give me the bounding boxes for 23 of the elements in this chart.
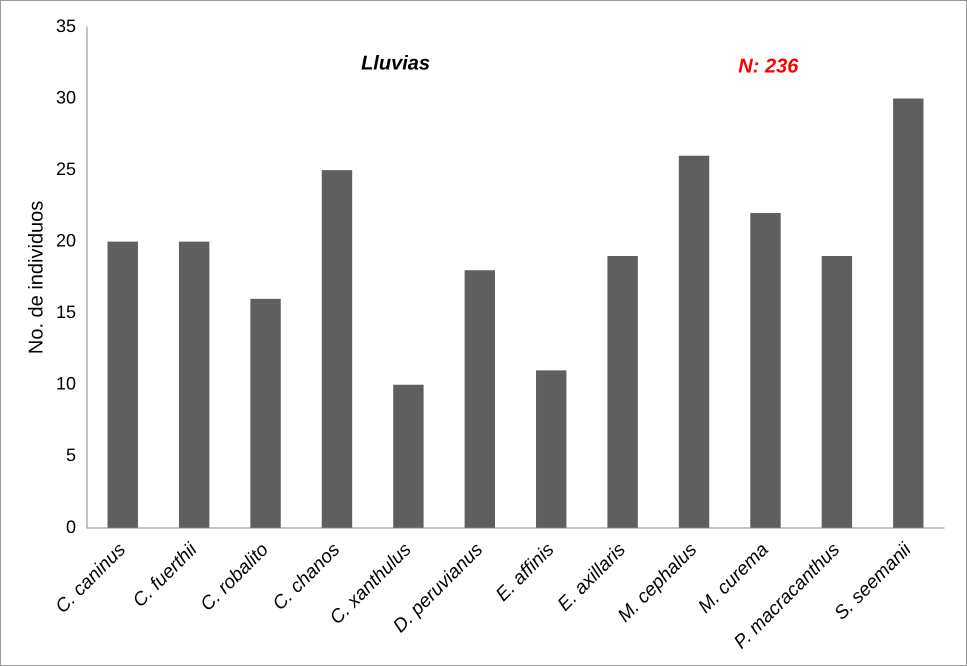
bar <box>678 156 710 528</box>
bar <box>750 213 781 528</box>
bar <box>108 242 138 528</box>
y-axis-title: No. de individuos <box>26 200 48 354</box>
y-tick-label: 10 <box>56 374 76 394</box>
bar <box>464 270 496 528</box>
bar <box>536 370 566 528</box>
y-tick-label: 15 <box>56 302 76 322</box>
y-tick-label: 0 <box>66 516 76 537</box>
bar <box>893 98 924 528</box>
annotation: N: 236 <box>738 56 800 78</box>
y-tick-label: 30 <box>56 88 76 108</box>
y-tick-label: 35 <box>56 16 76 36</box>
y-tick-label: 25 <box>56 159 76 180</box>
bar <box>822 256 852 528</box>
bar <box>607 256 638 528</box>
bar <box>250 298 281 528</box>
text: Lluvias <box>361 52 430 75</box>
bar <box>322 170 352 528</box>
bar <box>178 242 210 528</box>
y-tick-label: 5 <box>66 445 76 466</box>
bar <box>393 384 424 528</box>
y-tick-label: 20 <box>56 230 76 251</box>
